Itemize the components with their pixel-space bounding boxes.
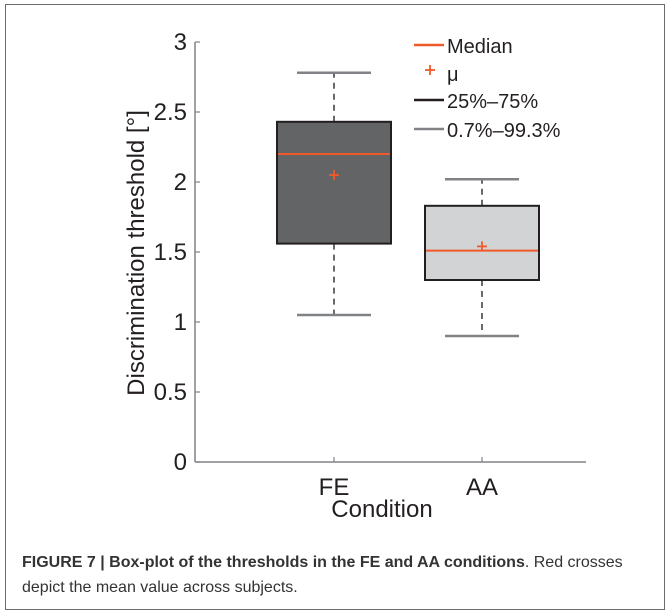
box-aa <box>424 177 540 338</box>
mean-marker <box>477 241 487 252</box>
legend-label: 25%–75% <box>447 91 538 113</box>
box-iqr <box>276 120 392 245</box>
caption-title: FIGURE 7 | Box-plot of the thresholds in… <box>22 554 525 571</box>
mean-marker <box>329 170 339 180</box>
figure-frame: 0 0.5 1 1.5 2 2.5 3 FE AA Median μ 25%–75% 0.7%–99.… <box>5 4 665 610</box>
legend-item: μ <box>425 64 459 86</box>
y-tick-label: 2.5 <box>154 99 187 126</box>
y-tick-label: 3 <box>174 29 187 56</box>
legend-label: Median <box>447 36 513 58</box>
y-axis-label: Discrimination threshold [°] <box>123 110 150 396</box>
axes: 0 0.5 1 1.5 2 2.5 3 FE AA <box>154 29 586 501</box>
figure-caption: FIGURE 7 | Box-plot of the thresholds in… <box>22 550 652 600</box>
legend-item: 25%–75% <box>414 91 538 113</box>
x-axis-label: Condition <box>331 496 432 523</box>
legend: Median μ 25%–75% 0.7%–99.3% <box>414 36 561 142</box>
caption-text: . Red crosses depict the mean value acro… <box>22 554 623 596</box>
legend-label: μ <box>447 64 459 86</box>
boxes <box>276 71 540 338</box>
y-tick-label: 1 <box>174 309 187 336</box>
legend-label: 0.7%–99.3% <box>447 120 561 142</box>
y-tick-label: 1.5 <box>154 239 187 266</box>
legend-item: 0.7%–99.3% <box>414 120 561 142</box>
x-tick-label: AA <box>466 474 498 501</box>
legend-item: Median <box>414 36 513 58</box>
y-tick-label: 2 <box>174 169 187 196</box>
x-tick-label: FE <box>319 474 350 501</box>
y-tick-label: 0 <box>174 449 187 476</box>
box-fe <box>276 71 392 317</box>
y-tick-label: 0.5 <box>154 379 187 406</box>
box-plot-chart: 0 0.5 1 1.5 2 2.5 3 FE AA Median μ 25%–75% 0.7%–99.… <box>123 29 586 523</box>
